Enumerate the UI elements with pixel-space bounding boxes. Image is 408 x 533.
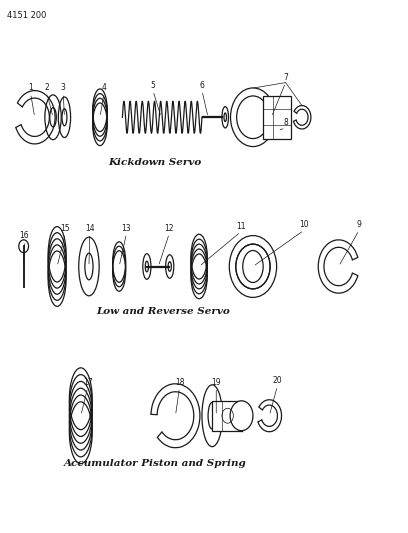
- Text: 5: 5: [151, 81, 155, 90]
- Text: 14: 14: [85, 224, 95, 232]
- Text: 2: 2: [44, 84, 49, 92]
- Text: 19: 19: [211, 378, 221, 386]
- Text: Accumulator Piston and Spring: Accumulator Piston and Spring: [64, 459, 246, 468]
- Text: Kickdown Servo: Kickdown Servo: [109, 158, 202, 167]
- Text: 16: 16: [20, 231, 29, 240]
- Text: 6: 6: [200, 81, 204, 90]
- Text: 4151 200: 4151 200: [7, 11, 47, 20]
- Text: Low and Reverse Servo: Low and Reverse Servo: [96, 308, 230, 316]
- Bar: [263, 96, 291, 139]
- Text: 12: 12: [164, 224, 174, 232]
- Text: 17: 17: [83, 378, 93, 386]
- Text: 8: 8: [283, 118, 288, 127]
- Circle shape: [230, 401, 253, 431]
- Text: 13: 13: [122, 224, 131, 232]
- Text: 11: 11: [236, 222, 246, 231]
- Text: 9: 9: [357, 221, 361, 229]
- Text: 7: 7: [283, 73, 288, 82]
- Text: 15: 15: [60, 224, 70, 232]
- Text: 10: 10: [299, 221, 309, 229]
- Text: 18: 18: [175, 378, 184, 386]
- Text: 3: 3: [61, 84, 66, 92]
- Text: 20: 20: [273, 376, 282, 385]
- Text: 4: 4: [102, 84, 106, 92]
- Bar: [212, 401, 242, 431]
- Text: 1: 1: [28, 84, 33, 92]
